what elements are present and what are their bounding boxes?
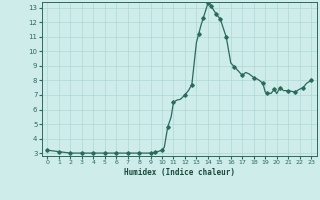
X-axis label: Humidex (Indice chaleur): Humidex (Indice chaleur) — [124, 168, 235, 177]
